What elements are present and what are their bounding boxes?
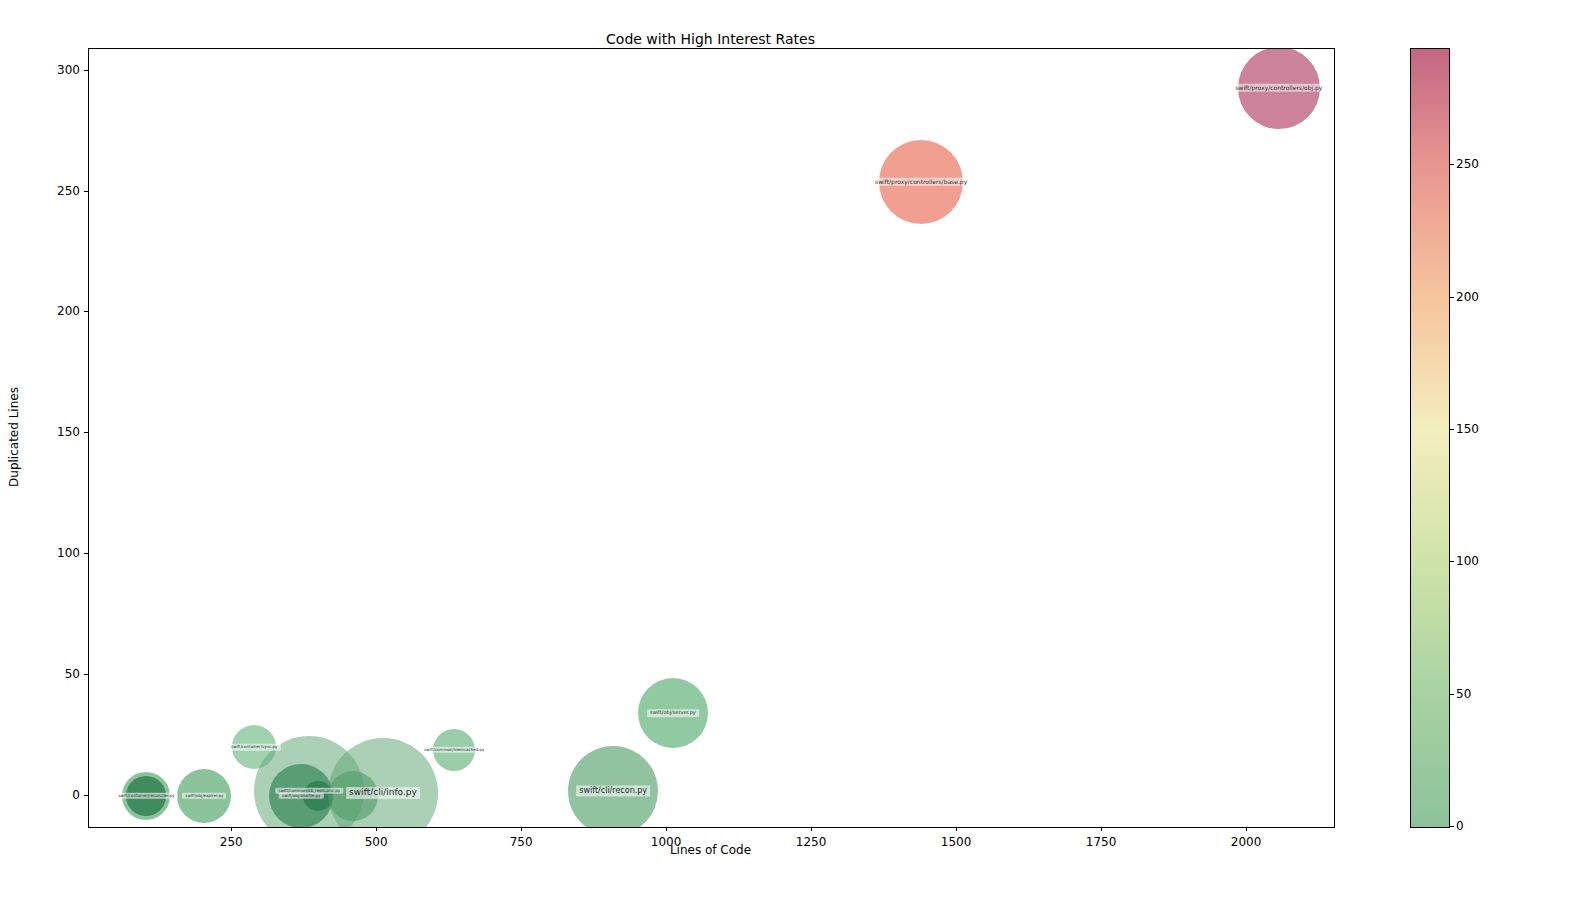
plot-area: swift/proxy/controllers/obj.py swift/prox… <box>88 48 1335 828</box>
y-axis-label: Duplicated Lines <box>7 387 21 487</box>
x-tick-label: 2000 <box>1231 835 1262 849</box>
bubble-label: swift/proxy/controllers/obj.py <box>1232 83 1325 92</box>
x-tick-label: 750 <box>510 835 533 849</box>
y-tick-label: 200 <box>40 304 80 318</box>
y-tick-mark <box>84 674 88 675</box>
bubble-label: swift/common/memcached.py <box>421 746 487 752</box>
bubble-label: swift/cli/recon.py <box>576 785 650 796</box>
y-tick-label: 250 <box>40 184 80 198</box>
x-tick-label: 1250 <box>796 835 827 849</box>
bubble-label: swift/obj/server.py <box>647 710 699 718</box>
y-tick-mark <box>84 191 88 192</box>
y-tick-mark <box>84 553 88 554</box>
bubble-label: swift/proxy/controllers/base.py <box>872 178 970 187</box>
y-tick-mark <box>84 795 88 796</box>
chart-title: Code with High Interest Rates <box>88 31 1333 47</box>
colorbar-tick-mark <box>1450 694 1454 695</box>
colorbar-tick-label: 50 <box>1456 687 1471 701</box>
colorbar-tick-mark <box>1450 297 1454 298</box>
y-tick-label: 300 <box>40 63 80 77</box>
x-tick-mark <box>1101 827 1102 831</box>
bubble-chart-figure: Code with High Interest Rates swift/prox… <box>0 0 1583 901</box>
y-tick-label: 100 <box>40 546 80 560</box>
x-tick-mark <box>956 827 957 831</box>
colorbar <box>1410 48 1450 828</box>
colorbar-tick-label: 250 <box>1456 157 1479 171</box>
colorbar-tick-mark <box>1450 826 1454 827</box>
x-tick-label: 1500 <box>941 835 972 849</box>
bubble-label: swift/container/sync.py <box>228 744 280 750</box>
x-tick-mark <box>811 827 812 831</box>
y-tick-label: 0 <box>40 788 80 802</box>
x-tick-label: 1750 <box>1086 835 1117 849</box>
y-tick-label: 150 <box>40 425 80 439</box>
colorbar-tick-label: 200 <box>1456 290 1479 304</box>
colorbar-tick-mark <box>1450 429 1454 430</box>
x-tick-mark <box>521 827 522 831</box>
y-tick-label: 50 <box>40 667 80 681</box>
x-tick-label: 500 <box>365 835 388 849</box>
y-tick-mark <box>84 432 88 433</box>
x-tick-mark <box>1246 827 1247 831</box>
bubble-label: swift/container/reconciler.py <box>115 792 178 798</box>
colorbar-tick-label: 150 <box>1456 422 1479 436</box>
colorbar-tick-label: 0 <box>1456 819 1464 833</box>
colorbar-tick-mark <box>1450 561 1454 562</box>
bubble-label: swift/obj/diskfile.py <box>279 792 324 798</box>
colorbar-tick-label: 100 <box>1456 554 1479 568</box>
x-tick-label: 1000 <box>651 835 682 849</box>
x-tick-mark <box>231 827 232 831</box>
colorbar-tick-mark <box>1450 164 1454 165</box>
y-tick-mark <box>84 70 88 71</box>
x-tick-label: 250 <box>220 835 243 849</box>
x-tick-mark <box>666 827 667 831</box>
bubble-label: swift/cli/info.py <box>346 787 420 799</box>
bubble-label: swift/obj/expirer.py <box>182 792 226 798</box>
x-axis-label: Lines of Code <box>88 843 1333 857</box>
x-tick-mark <box>376 827 377 831</box>
y-tick-mark <box>84 311 88 312</box>
